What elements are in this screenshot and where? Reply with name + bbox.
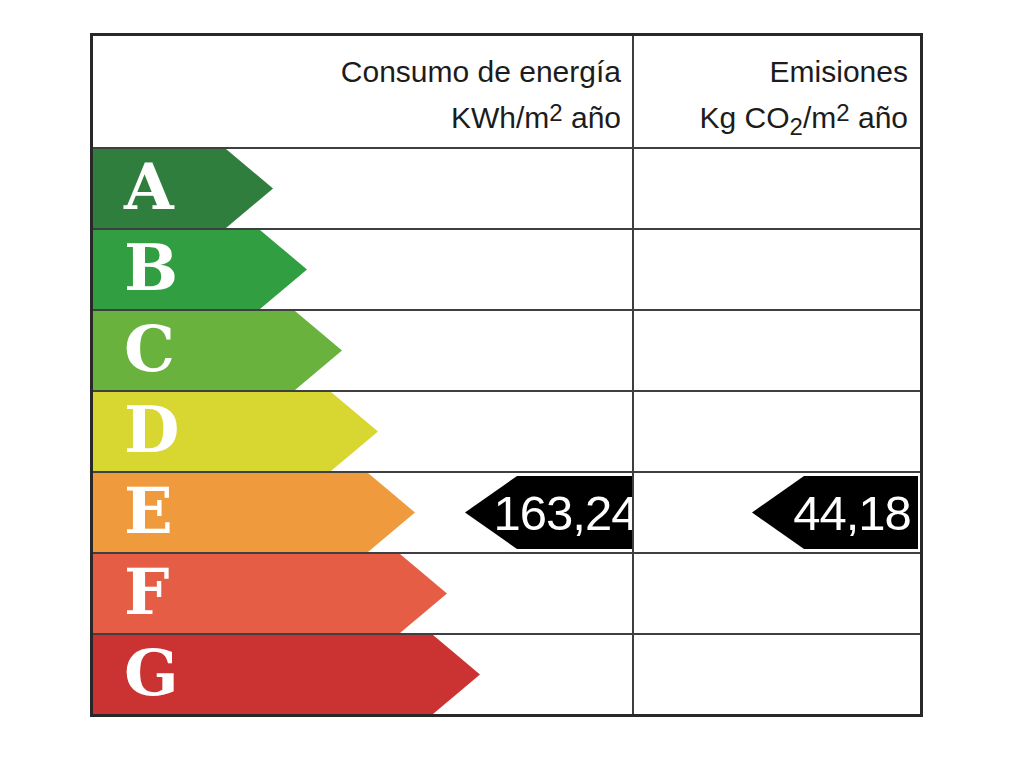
rating-bar-d: D <box>93 392 378 471</box>
consumption-title: Consumo de energía <box>341 55 621 88</box>
rating-row-g: G <box>93 633 920 714</box>
emissions-header: Emisiones Kg CO2/m2 año <box>632 36 920 147</box>
rating-bar-e: E <box>93 473 415 552</box>
rating-bar-f: F <box>93 554 447 633</box>
consumption-unit: KWh/m2 año <box>451 101 621 134</box>
consumption-value-arrow: 163,24 <box>465 476 632 549</box>
superscript-2: 2 <box>549 99 562 126</box>
table-header: Consumo de energía KWh/m2 año Emisiones … <box>93 36 920 147</box>
rating-bar-a: A <box>93 149 273 228</box>
certificate-table: Consumo de energía KWh/m2 año Emisiones … <box>90 33 923 717</box>
rating-letter-c: C <box>124 309 175 388</box>
consumption-value: 163,24 <box>494 485 638 541</box>
rating-row-c: C <box>93 309 920 390</box>
rating-letter-e: E <box>124 471 173 550</box>
emissions-title: Emisiones <box>770 55 908 88</box>
emissions-value-arrow: 44,18 <box>752 476 918 549</box>
rating-letter-a: A <box>124 147 174 226</box>
superscript-2: 2 <box>836 99 849 126</box>
rating-bar-b: B <box>93 230 307 309</box>
rating-letter-d: D <box>124 390 180 469</box>
rating-row-f: F <box>93 552 920 633</box>
rating-bar-g: G <box>93 635 480 714</box>
rating-letter-f: F <box>124 552 169 631</box>
emissions-value: 44,18 <box>793 485 911 541</box>
column-divider <box>632 36 634 714</box>
rating-letter-g: G <box>124 633 179 712</box>
rating-letter-b: B <box>124 228 178 307</box>
consumption-header: Consumo de energía KWh/m2 año <box>93 36 632 147</box>
rating-row-e: E 163,24 44,18 <box>93 471 920 552</box>
rating-row-a: A <box>93 147 920 228</box>
subscript-2: 2 <box>790 113 803 140</box>
energy-certificate: Consumo de energía KWh/m2 año Emisiones … <box>0 0 1020 765</box>
rating-row-d: D <box>93 390 920 471</box>
rating-bar-c: C <box>93 311 342 390</box>
rating-row-b: B <box>93 228 920 309</box>
emissions-unit: Kg CO2/m2 año <box>700 101 908 134</box>
